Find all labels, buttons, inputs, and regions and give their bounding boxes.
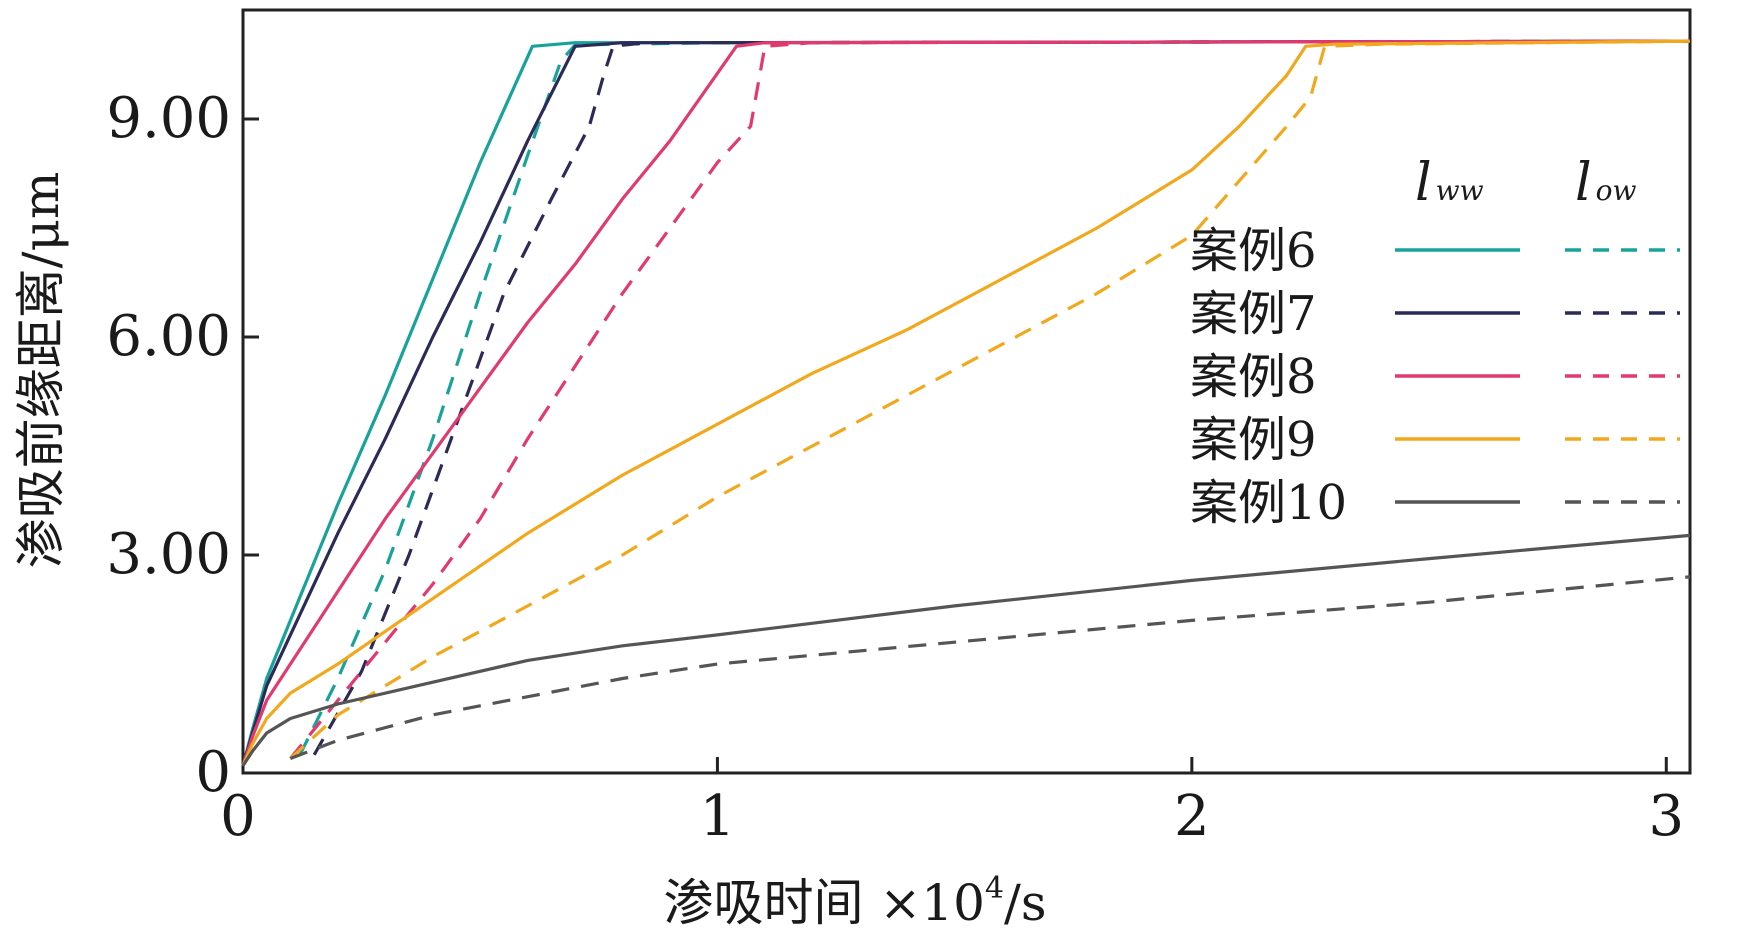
legend-label: 案例10 (1190, 475, 1347, 531)
legend-header-ww: l ww (1415, 153, 1484, 213)
series-line-ww-7 (241, 39, 1691, 767)
legend-label: 案例6 (1190, 223, 1317, 279)
series-line-ow-10 (289, 575, 1691, 760)
tick-labels: 0 1 2 3 0 3.00 6.00 9.00 (106, 86, 1684, 849)
plot-frame (241, 8, 1692, 775)
series-line-ow-7 (312, 39, 1691, 756)
legend-header-ow: l ow (1575, 153, 1636, 213)
x-tick-label: 0 (220, 784, 256, 849)
x-axis-title: 渗吸时间 ×104/s (663, 871, 1046, 932)
x-axis-title-unit: /s (1004, 874, 1047, 932)
y-axis-title-group: 渗吸前缘距离/μm (12, 172, 70, 569)
series-line-ow-6 (298, 39, 1691, 756)
series-line-ww-10 (241, 533, 1691, 767)
legend-rows: 案例6 案例7 案例8 案例9 案例10 (1190, 223, 1680, 531)
series-line-ww-6 (241, 39, 1691, 767)
series-group (241, 39, 1691, 767)
y-axis-title: 渗吸前缘距离/μm (12, 172, 70, 569)
x-axis-title-superscript: 4 (985, 871, 1004, 906)
x-tick-label: 1 (700, 784, 736, 849)
y-tick-label: 3.00 (106, 522, 231, 587)
x-tick-label: 2 (1174, 784, 1210, 849)
legend: l ww l ow 案例6 案例7 案例8 案例9 案例10 (1190, 153, 1680, 531)
x-axis-title-main: 渗吸时间 ×10 (663, 874, 984, 932)
y-tick-label: 0 (195, 740, 231, 805)
legend-label: 案例8 (1190, 349, 1317, 405)
series-line-ww-9 (241, 39, 1691, 767)
series-line-ow-8 (289, 39, 1691, 760)
x-tick-label: 3 (1648, 784, 1684, 849)
y-tick-label: 9.00 (106, 86, 231, 151)
y-tick-label: 6.00 (106, 304, 231, 369)
legend-label: 案例9 (1190, 412, 1317, 468)
series-line-ow-9 (289, 39, 1691, 760)
series-line-ww-8 (241, 39, 1691, 767)
axis-ticks (243, 117, 1668, 773)
legend-label: 案例7 (1190, 286, 1317, 342)
